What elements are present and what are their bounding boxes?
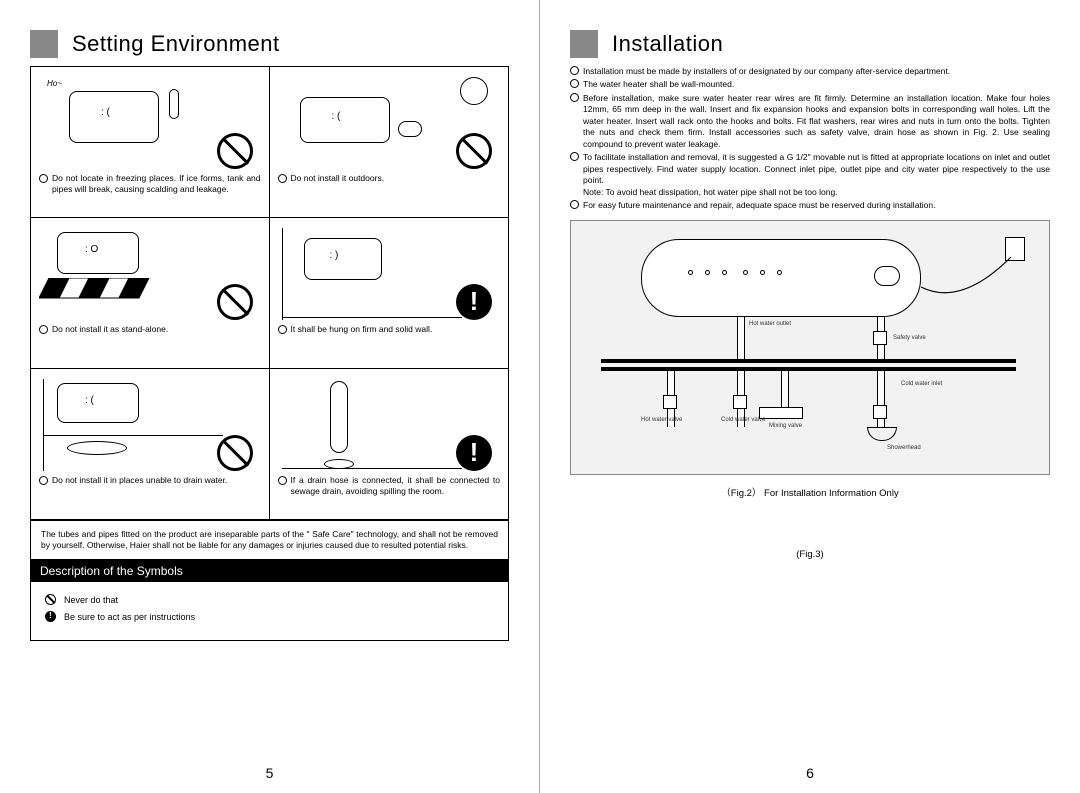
label-cold-inlet: Cold water inlet — [901, 381, 942, 388]
environment-grid: : ( Ho~ Do not locate in freezing places… — [30, 66, 509, 560]
bullet-icon — [570, 152, 579, 161]
heater-body — [641, 239, 921, 317]
installation-header: Installation — [570, 30, 1050, 58]
prohibit-icon — [217, 435, 253, 471]
item-text: Installation must be made by installers … — [583, 66, 950, 77]
bullet-icon — [570, 66, 579, 75]
symbol-row: Be sure to act as per instructions — [45, 611, 494, 622]
safe-care-note: The tubes and pipes fitted on the produc… — [31, 520, 508, 559]
list-item: Before installation, make sure water hea… — [570, 93, 1050, 150]
page-number: 5 — [266, 765, 274, 781]
cell-caption: Do not install it as stand-alone. — [39, 324, 261, 335]
cell-illustration: : ( — [278, 73, 501, 173]
cell-caption: Do not locate in freezing places. If ice… — [39, 173, 261, 195]
symbols-legend: Never do that Be sure to act as per inst… — [30, 582, 509, 641]
list-item: For easy future maintenance and repair, … — [570, 200, 1050, 211]
warn-icon: ! — [456, 284, 492, 320]
bullet-icon — [278, 174, 287, 183]
symbol-row: Never do that — [45, 594, 494, 605]
prohibit-icon — [456, 133, 492, 169]
installation-list: Installation must be made by installers … — [570, 66, 1050, 212]
symbol-label: Be sure to act as per instructions — [64, 612, 195, 622]
cell-text: It shall be hung on firm and solid wall. — [291, 324, 433, 335]
setting-env-title: Setting Environment — [72, 31, 280, 57]
installation-title: Installation — [612, 31, 723, 57]
grid-cell: : ( Ho~ Do not locate in freezing places… — [31, 67, 270, 217]
grid-cell: : ) ! It shall be hung on firm and solid… — [270, 218, 509, 368]
bullet-icon — [570, 200, 579, 209]
cell-illustration: ! — [278, 375, 501, 475]
page-number: 6 — [806, 765, 814, 781]
grid-cell: : O Do not install it as stand-alone. — [31, 218, 270, 368]
list-item: To facilitate installation and removal, … — [570, 152, 1050, 198]
grid-row: : ( Do not install it in places unable t… — [31, 369, 508, 520]
symbols-title-bar: Description of the Symbols — [30, 560, 509, 582]
bullet-icon — [39, 476, 48, 485]
list-item: The water heater shall be wall-mounted. — [570, 79, 1050, 90]
cell-text: If a drain hose is connected, it shall b… — [291, 475, 501, 497]
bullet-icon — [278, 325, 287, 334]
label-mixing-valve: Mixing valve — [769, 423, 802, 430]
grid-row: : O Do not install it as stand-alone. : … — [31, 218, 508, 369]
symbol-label: Never do that — [64, 595, 118, 605]
item-text: For easy future maintenance and repair, … — [583, 200, 936, 211]
cell-caption: Do not install it outdoors. — [278, 173, 501, 184]
header-square — [30, 30, 58, 58]
prohibit-small-icon — [45, 594, 56, 605]
bullet-icon — [39, 325, 48, 334]
label-showerhead: Showerhead — [887, 445, 921, 452]
warn-icon: ! — [456, 435, 492, 471]
item-text: Before installation, make sure water hea… — [583, 93, 1050, 150]
warn-small-icon — [45, 611, 56, 622]
cell-text: Do not install it in places unable to dr… — [52, 475, 227, 486]
cell-text: Do not install it outdoors. — [291, 173, 385, 184]
cell-illustration: : ) ! — [278, 224, 501, 324]
page-6: Installation Installation must be made b… — [540, 0, 1080, 793]
bullet-icon — [278, 476, 287, 485]
bullet-icon — [39, 174, 48, 183]
bullet-icon — [570, 79, 579, 88]
label-hot-outlet: Hot water outlet — [749, 321, 791, 328]
cell-illustration: : ( Ho~ — [39, 73, 261, 173]
page-5: Setting Environment : ( Ho~ Do not locat… — [0, 0, 540, 793]
cell-caption: Do not install it in places unable to dr… — [39, 475, 261, 486]
item-text: The water heater shall be wall-mounted. — [583, 79, 734, 90]
grid-row: : ( Ho~ Do not locate in freezing places… — [31, 67, 508, 218]
setting-env-header: Setting Environment — [30, 30, 509, 58]
cell-illustration: : ( — [39, 375, 261, 475]
fig3-caption: (Fig.3) — [570, 549, 1050, 560]
cell-text: Do not install it as stand-alone. — [52, 324, 168, 335]
cell-caption: If a drain hose is connected, it shall b… — [278, 475, 501, 497]
installation-diagram: Hot water outlet Safety valve Hot water … — [570, 220, 1050, 475]
list-item: Installation must be made by installers … — [570, 66, 1050, 77]
label-cold-valve: Cold water valve — [721, 417, 765, 424]
cell-text: Do not locate in freezing places. If ice… — [52, 173, 261, 195]
bullet-icon — [570, 93, 579, 102]
fig2-caption: （Fig.2） For Installation Information Onl… — [570, 485, 1050, 499]
grid-cell: ! If a drain hose is connected, it shall… — [270, 369, 509, 519]
item-text: To facilitate installation and removal, … — [583, 152, 1050, 198]
label-hot-valve: Hot water valve — [641, 417, 682, 424]
prohibit-icon — [217, 133, 253, 169]
label-safety-valve: Safety valve — [893, 335, 926, 342]
cell-caption: It shall be hung on firm and solid wall. — [278, 324, 501, 335]
grid-cell: : ( Do not install it in places unable t… — [31, 369, 270, 519]
header-square — [570, 30, 598, 58]
cell-illustration: : O — [39, 224, 261, 324]
grid-cell: : ( Do not install it outdoors. — [270, 67, 509, 217]
prohibit-icon — [217, 284, 253, 320]
